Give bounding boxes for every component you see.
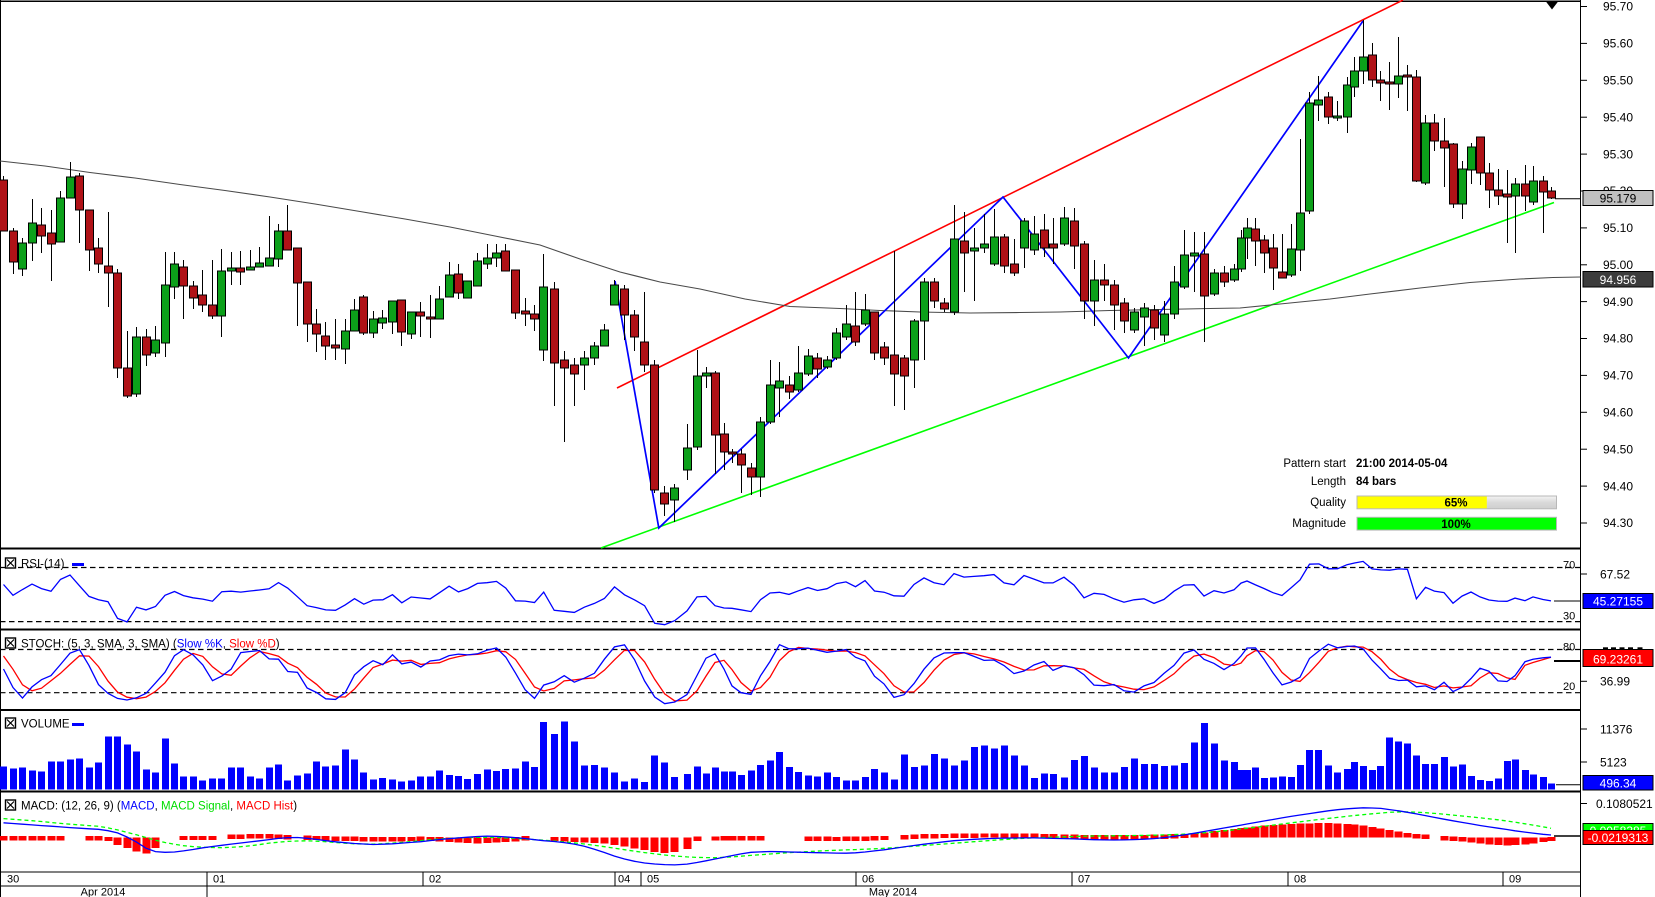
svg-text:11376: 11376 (1600, 722, 1633, 736)
svg-text:Length: Length (1311, 476, 1346, 488)
svg-text:Quality: Quality (1310, 497, 1346, 509)
svg-text:95.00: 95.00 (1603, 258, 1633, 272)
svg-text:RSI-(14): RSI-(14) (21, 559, 65, 571)
svg-text:07: 07 (1078, 874, 1090, 886)
svg-text:100%: 100% (1441, 519, 1470, 531)
svg-text:21:00 2014-05-04: 21:00 2014-05-04 (1356, 458, 1448, 470)
svg-text:May 2014: May 2014 (869, 887, 917, 897)
svg-text:01: 01 (213, 874, 225, 886)
svg-text:STOCH: (5, 3, SMA, 3, SMA) (Sl: STOCH: (5, 3, SMA, 3, SMA) (Slow %K, Slo… (21, 639, 280, 651)
svg-text:04: 04 (618, 874, 630, 886)
svg-text:08: 08 (1294, 874, 1306, 886)
svg-text:20: 20 (1563, 681, 1575, 693)
svg-text:69.23261: 69.23261 (1593, 653, 1643, 667)
svg-text:VOLUME: VOLUME (21, 719, 70, 731)
svg-text:95.50: 95.50 (1603, 74, 1633, 88)
svg-text:MACD: (12, 26, 9) (MACD, MACD: MACD: (12, 26, 9) (MACD, MACD Signal, MA… (21, 801, 297, 813)
svg-text:84 bars: 84 bars (1356, 476, 1396, 488)
svg-text:5123: 5123 (1600, 755, 1627, 769)
svg-text:496.34: 496.34 (1600, 776, 1637, 790)
svg-text:80: 80 (1563, 642, 1575, 654)
svg-text:67.52: 67.52 (1600, 567, 1630, 581)
svg-text:30: 30 (1563, 611, 1575, 623)
svg-text:45.27155: 45.27155 (1593, 595, 1643, 609)
svg-text:Apr 2014: Apr 2014 (81, 887, 126, 897)
svg-text:06: 06 (862, 874, 874, 886)
svg-text:30: 30 (7, 874, 19, 886)
svg-text:95.70: 95.70 (1603, 0, 1633, 14)
svg-text:36.99: 36.99 (1600, 675, 1630, 689)
svg-text:05: 05 (647, 874, 659, 886)
svg-text:95.40: 95.40 (1603, 110, 1633, 124)
svg-text:94.90: 94.90 (1603, 295, 1633, 309)
svg-text:95.10: 95.10 (1603, 221, 1633, 235)
svg-text:95.30: 95.30 (1603, 147, 1633, 161)
svg-text:Pattern start: Pattern start (1283, 458, 1346, 470)
svg-text:94.80: 94.80 (1603, 332, 1633, 346)
svg-text:94.70: 94.70 (1603, 369, 1633, 383)
svg-text:65%: 65% (1444, 498, 1467, 510)
svg-text:70: 70 (1563, 560, 1575, 572)
svg-text:94.956: 94.956 (1600, 273, 1637, 287)
svg-text:02: 02 (429, 874, 441, 886)
svg-text:-0.0219313: -0.0219313 (1588, 831, 1649, 845)
svg-text:Magnitude: Magnitude (1292, 518, 1346, 530)
svg-text:95.60: 95.60 (1603, 37, 1633, 51)
svg-text:95.179: 95.179 (1600, 192, 1637, 206)
svg-text:94.60: 94.60 (1603, 406, 1633, 420)
svg-text:94.40: 94.40 (1603, 479, 1633, 493)
svg-text:0.1080521: 0.1080521 (1596, 797, 1653, 811)
svg-text:09: 09 (1509, 874, 1521, 886)
svg-text:94.30: 94.30 (1603, 516, 1633, 530)
svg-text:94.50: 94.50 (1603, 442, 1633, 456)
